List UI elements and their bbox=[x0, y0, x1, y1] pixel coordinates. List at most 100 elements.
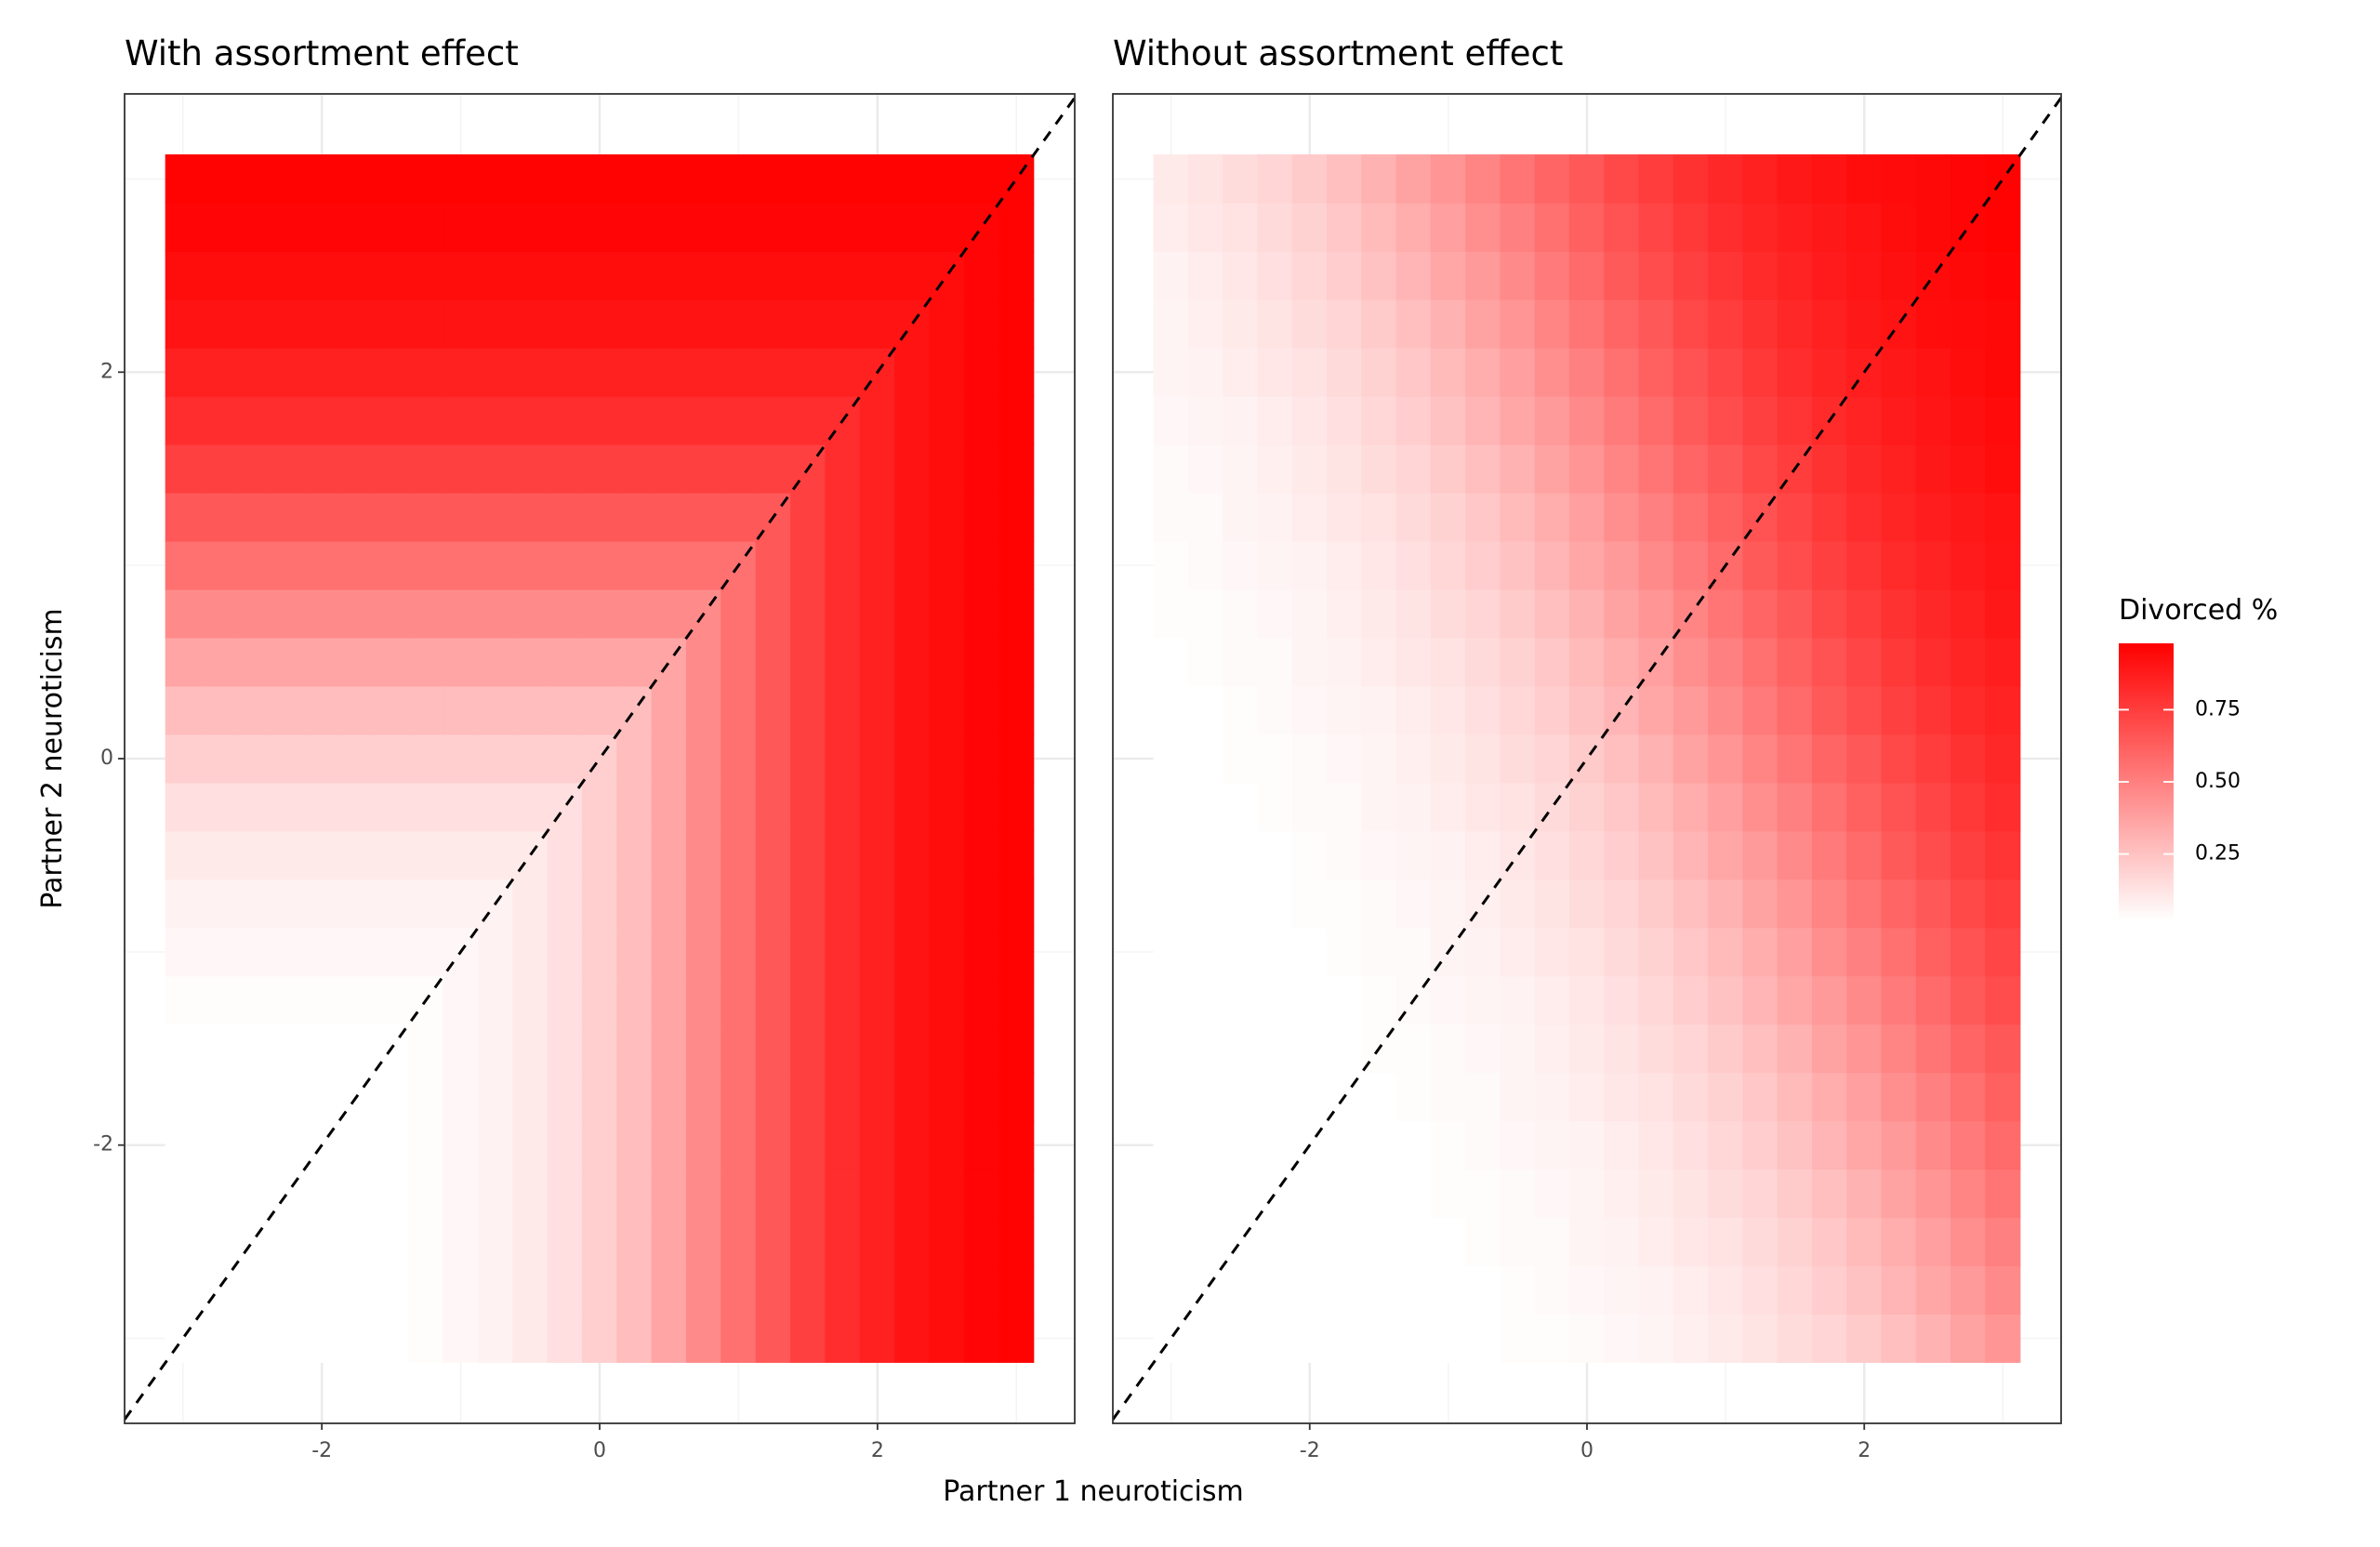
heat-cell bbox=[1430, 298, 1466, 349]
heat-cell bbox=[616, 685, 653, 735]
heat-cell bbox=[894, 830, 931, 880]
heat-cell bbox=[512, 588, 549, 639]
heat-cell bbox=[373, 1072, 409, 1122]
heat-cell bbox=[408, 492, 444, 542]
heat-cell bbox=[269, 879, 305, 929]
heat-cell bbox=[581, 1024, 618, 1074]
heat-cell bbox=[1881, 1314, 1917, 1363]
heat-cell bbox=[1430, 1265, 1466, 1315]
heat-cell bbox=[1811, 1265, 1848, 1315]
heat-cell bbox=[998, 1024, 1035, 1074]
heat-cell bbox=[234, 927, 271, 977]
heat-cell bbox=[512, 879, 549, 929]
heat-cell bbox=[1568, 1024, 1606, 1074]
heat-cell bbox=[443, 203, 479, 252]
heat-cell bbox=[929, 443, 965, 494]
panel: -2 0 2 -2 0 2 With assortment effect bbox=[93, 33, 1076, 1462]
heat-cell bbox=[1638, 734, 1674, 784]
heat-cell bbox=[825, 540, 861, 590]
heat-cell bbox=[616, 1024, 653, 1074]
heat-cell bbox=[616, 975, 653, 1025]
heat-cell bbox=[443, 395, 479, 445]
heat-cell bbox=[755, 1265, 791, 1315]
heat-cell bbox=[373, 347, 409, 397]
heat-cell bbox=[338, 1024, 375, 1074]
heat-cell bbox=[651, 879, 687, 929]
heat-cell bbox=[1985, 443, 2021, 494]
heat-cell bbox=[755, 1169, 791, 1219]
heat-cell bbox=[825, 637, 861, 687]
heat-cell bbox=[1326, 1169, 1363, 1219]
heat-cell bbox=[616, 879, 653, 929]
heat-cell bbox=[651, 830, 687, 880]
heat-cell bbox=[581, 879, 618, 929]
heat-cell bbox=[1291, 685, 1328, 735]
heat-cell bbox=[1361, 540, 1397, 590]
heat-cell bbox=[685, 298, 722, 349]
heat-cell bbox=[825, 347, 861, 397]
heat-cell bbox=[998, 1217, 1035, 1267]
heat-cell bbox=[894, 782, 931, 832]
heat-cell bbox=[1326, 1217, 1363, 1267]
heat-cell bbox=[547, 830, 583, 880]
heat-cell bbox=[1604, 1120, 1640, 1170]
heat-cell bbox=[547, 1265, 583, 1315]
heat-cell bbox=[1395, 782, 1432, 832]
heat-cell bbox=[304, 298, 340, 349]
heat-cell bbox=[477, 492, 514, 542]
heat-cell bbox=[1742, 1265, 1778, 1315]
heat-cell bbox=[408, 250, 444, 300]
heat-cell bbox=[1568, 734, 1606, 784]
heat-cell bbox=[1430, 203, 1466, 252]
heat-cell bbox=[1500, 203, 1536, 252]
heat-cell bbox=[1881, 927, 1917, 977]
heat-cell bbox=[894, 588, 931, 639]
heat-cell bbox=[721, 347, 757, 397]
heat-cell bbox=[1742, 154, 1778, 204]
heat-cell bbox=[1465, 830, 1501, 880]
heat-cell bbox=[1950, 588, 1987, 639]
heat-cell bbox=[651, 395, 687, 445]
heat-cell bbox=[929, 1217, 965, 1267]
heat-cell bbox=[929, 154, 965, 204]
heat-cell bbox=[998, 975, 1035, 1025]
heat-cell bbox=[825, 1072, 861, 1122]
heat-cell bbox=[165, 540, 201, 590]
heat-cell bbox=[234, 830, 271, 880]
heat-cell bbox=[512, 1120, 549, 1170]
heat-cell bbox=[200, 1217, 236, 1267]
heat-cell bbox=[1950, 492, 1987, 542]
heat-cell bbox=[477, 782, 514, 832]
heat-cell bbox=[1881, 1169, 1917, 1219]
x-tick-label: 0 bbox=[1580, 1439, 1593, 1462]
heat-cell bbox=[1846, 1072, 1883, 1122]
heat-cell bbox=[1915, 1024, 1951, 1074]
heat-cell bbox=[721, 298, 757, 349]
heat-cell bbox=[1777, 685, 1813, 735]
heat-cell bbox=[1153, 347, 1189, 397]
heat-cell bbox=[1673, 1169, 1709, 1219]
heat-cell bbox=[1950, 1314, 1987, 1363]
heat-cell bbox=[1708, 492, 1744, 542]
heat-cell bbox=[825, 1314, 861, 1363]
heat-cell bbox=[304, 927, 340, 977]
heat-cell bbox=[721, 203, 757, 252]
heat-cell bbox=[1430, 879, 1466, 929]
heat-cell bbox=[859, 1217, 895, 1267]
heat-cell bbox=[721, 637, 757, 687]
heat-cell bbox=[1500, 685, 1536, 735]
heat-cell bbox=[338, 540, 375, 590]
heat-cell bbox=[1638, 1265, 1674, 1315]
heat-cell bbox=[234, 154, 271, 204]
heat-cell bbox=[1811, 1314, 1848, 1363]
heat-cell bbox=[200, 927, 236, 977]
heat-cell bbox=[1395, 492, 1432, 542]
heat-cell bbox=[1915, 830, 1951, 880]
heat-cell bbox=[512, 637, 549, 687]
heat-cell bbox=[998, 685, 1035, 735]
heat-cell bbox=[1291, 782, 1328, 832]
heat-cell bbox=[859, 1265, 895, 1315]
heat-cell bbox=[1326, 637, 1363, 687]
heat-cell bbox=[616, 637, 653, 687]
heat-cell bbox=[721, 879, 757, 929]
